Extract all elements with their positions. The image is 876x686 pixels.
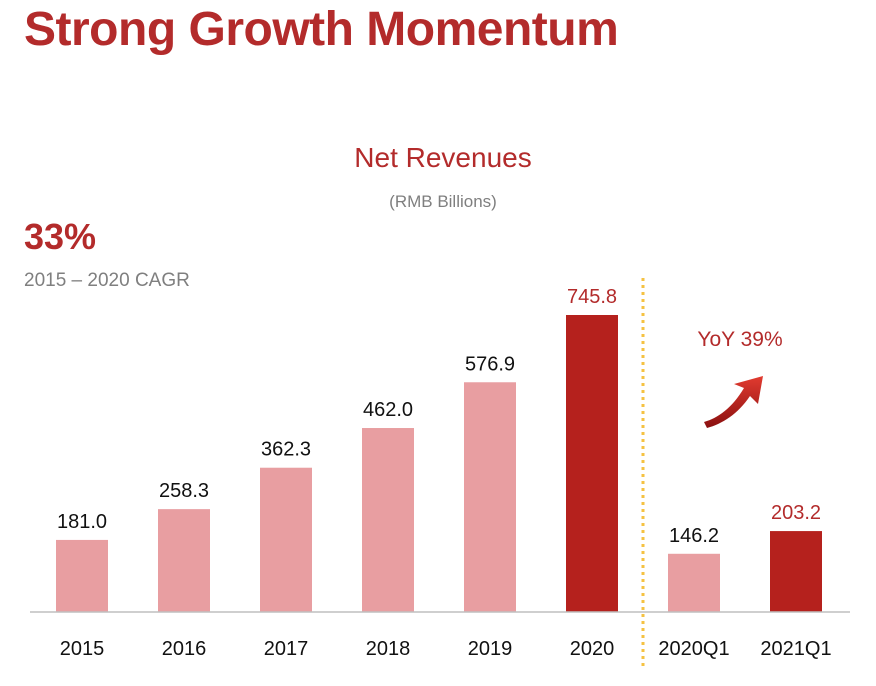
x-tick-label-2020: 2020: [570, 638, 615, 660]
bar-2019: [464, 382, 516, 612]
bar-value-label-2021q1: 203.2: [771, 502, 821, 524]
chart-subtitle: (RMB Billions): [389, 192, 497, 211]
x-tick-label-2021q1: 2021Q1: [760, 638, 831, 660]
bar-2020q1: [668, 553, 720, 612]
x-tick-label-2020q1: 2020Q1: [658, 638, 729, 660]
bars-layer: [56, 315, 822, 612]
bar-2020: [566, 315, 618, 612]
bar-value-label-2020: 745.8: [567, 286, 617, 308]
slide-title: Strong Growth Momentum: [24, 3, 619, 56]
cagr-value: 33%: [24, 216, 97, 257]
growth-arrow-icon: [704, 376, 763, 428]
bar-value-label-2017: 362.3: [261, 439, 311, 461]
ticks-layer: 2015 2016 2017 2018 2019 2020 2020Q1 2021Q1: [60, 638, 832, 660]
cagr-label: 2015 – 2020 CAGR: [24, 270, 190, 291]
bar-2021q1: [770, 531, 822, 612]
chart-title: Net Revenues: [354, 142, 532, 173]
x-tick-label-2015: 2015: [60, 638, 105, 660]
x-tick-label-2018: 2018: [366, 638, 411, 660]
bar-value-label-2015: 181.0: [57, 511, 107, 533]
bar-2015: [56, 539, 108, 612]
bar-value-label-2020q1: 146.2: [669, 525, 719, 547]
yoy-label: YoY 39%: [697, 328, 783, 351]
bar-2017: [260, 467, 312, 612]
bar-value-label-2018: 462.0: [363, 399, 413, 421]
x-tick-label-2017: 2017: [264, 638, 309, 660]
bar-value-label-2019: 576.9: [465, 353, 515, 375]
bar-value-label-2016: 258.3: [159, 480, 209, 502]
bar-2016: [158, 509, 210, 612]
x-tick-label-2019: 2019: [468, 638, 513, 660]
x-tick-label-2016: 2016: [162, 638, 207, 660]
bar-2018: [362, 428, 414, 612]
labels-layer: 181.0 258.3 362.3 462.0 576.9 745.8 146.2 203.2: [57, 286, 821, 547]
